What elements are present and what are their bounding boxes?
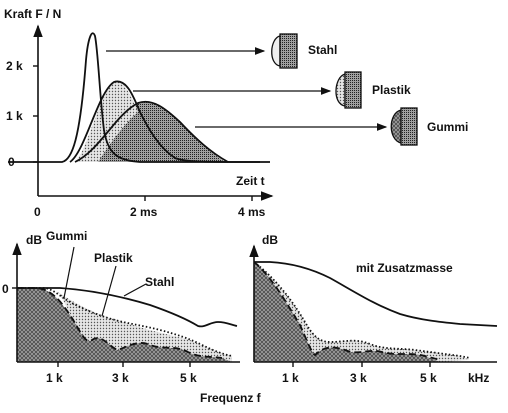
- force-time-chart: Kraft F / N 0 1 k 2 k 0 2 ms 4 ms Zeit t…: [4, 7, 468, 219]
- top-x-label: Zeit t: [236, 174, 265, 188]
- right-xtick-1k: 1 k: [282, 371, 299, 385]
- gummi-pulse-curve: [74, 100, 229, 163]
- left-label-plastik: Plastik: [94, 251, 133, 265]
- plastik-pulse-fill: [75, 81, 138, 162]
- right-xtick-unit: kHz: [468, 371, 489, 385]
- right-plastik-curve: [253, 261, 471, 359]
- hammer-plastik-icon: [335, 71, 362, 109]
- top-ytick-1k: 1 k: [6, 109, 23, 123]
- right-gummi-fill: [254, 262, 440, 362]
- left-xtick-3k: 3 k: [112, 371, 129, 385]
- left-label-gummi: Gummi: [46, 229, 87, 243]
- top-xtick-0: 0: [34, 205, 41, 219]
- hammer-stahl-icon: [271, 33, 298, 69]
- spectrum-left-chart: dB 0 Gummi Plastik Stahl 1 k 3 k 5 k: [2, 229, 240, 385]
- left-gummi-fill: [17, 288, 232, 362]
- label-stahl: Stahl: [308, 43, 337, 57]
- right-xtick-3k: 3 k: [350, 371, 367, 385]
- frequency-axis-label: Frequenz f: [200, 391, 262, 405]
- top-xtick-4ms: 4 ms: [238, 205, 266, 219]
- left-zero-label: 0: [2, 282, 9, 296]
- top-ytick-0: 0: [8, 155, 15, 169]
- gummi-pulse-fill: [80, 101, 225, 162]
- left-gummi-pointer: [63, 246, 75, 299]
- top-ytick-2k: 2 k: [6, 59, 23, 73]
- right-gummi-curve: [253, 261, 441, 361]
- left-plastik-curve: [17, 287, 233, 357]
- left-stahl-pointer: [123, 283, 147, 297]
- hammer-gummi-icon: [390, 107, 418, 146]
- top-xtick-2ms: 2 ms: [130, 205, 158, 219]
- left-plastik-pointer: [101, 265, 117, 317]
- label-plastik: Plastik: [372, 83, 411, 97]
- stahl-pulse-curve: [8, 32, 270, 163]
- left-y-label: dB: [26, 233, 42, 247]
- left-label-stahl: Stahl: [145, 275, 174, 289]
- left-xtick-1k: 1 k: [46, 371, 63, 385]
- spectrum-right-chart: dB mit Zusatzmasse 1 k 3 k 5 k kHz: [249, 233, 498, 385]
- label-gummi: Gummi: [427, 120, 468, 134]
- left-plastik-fill: [58, 292, 232, 362]
- left-xtick-5k: 5 k: [180, 371, 197, 385]
- right-curve-label: mit Zusatzmasse: [356, 261, 453, 275]
- left-stahl-curve: [17, 287, 238, 328]
- right-y-label: dB: [262, 233, 278, 247]
- top-y-label: Kraft F / N: [4, 7, 61, 21]
- right-zusatzmasse-curve: [254, 261, 498, 327]
- right-xtick-5k: 5 k: [420, 371, 437, 385]
- right-plastik-fill: [254, 262, 470, 362]
- left-gummi-curve: [17, 287, 223, 359]
- plastik-pulse-curve: [69, 80, 261, 163]
